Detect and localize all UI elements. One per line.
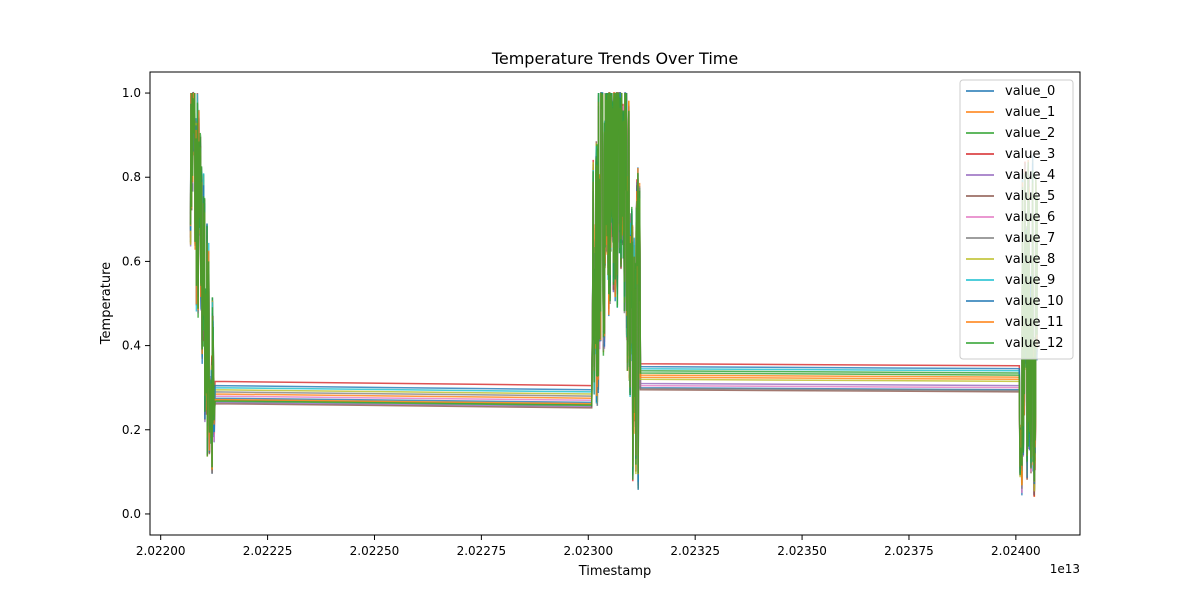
y-tick-label: 0.4 [122,339,141,353]
x-tick-label: 2.02350 [777,544,827,558]
legend-label: value_11 [1005,315,1064,330]
x-tick-label: 2.02325 [670,544,720,558]
legend-label: value_3 [1005,147,1055,162]
x-tick-label: 2.02250 [350,544,400,558]
y-tick-label: 0.6 [122,254,141,268]
x-tick-label: 2.02400 [991,544,1041,558]
legend-label: value_1 [1005,105,1055,120]
legend-label: value_9 [1005,273,1055,288]
legend-label: value_12 [1005,336,1064,351]
chart-title: Temperature Trends Over Time [491,49,738,68]
legend-label: value_5 [1005,189,1055,204]
legend-label: value_2 [1005,126,1055,141]
x-tick-label: 2.02275 [457,544,507,558]
plot-frame [149,71,1081,536]
legend-label: value_7 [1005,231,1055,246]
x-tick-label: 2.02225 [243,544,293,558]
legend-box [959,79,1074,360]
x-axis-label: Timestamp [578,564,652,579]
y-tick-label: 0.8 [122,170,141,184]
legend-label: value_4 [1005,168,1055,183]
legend-label: value_10 [1005,294,1064,309]
y-tick-label: 0.0 [122,507,141,521]
y-axis-label: Temperature [99,262,114,345]
y-tick-label: 0.2 [122,423,141,437]
legend-label: value_8 [1005,252,1055,267]
series-line-value_12 [189,92,1038,482]
legend-label: value_0 [1005,84,1055,99]
legend-label: value_6 [1005,210,1055,225]
x-tick-label: 2.02200 [136,544,186,558]
x-tick-label: 2.02300 [563,544,613,558]
x-offset-label: 1e13 [1050,562,1080,576]
y-tick-label: 1.0 [122,86,141,100]
x-tick-label: 2.02375 [884,544,934,558]
